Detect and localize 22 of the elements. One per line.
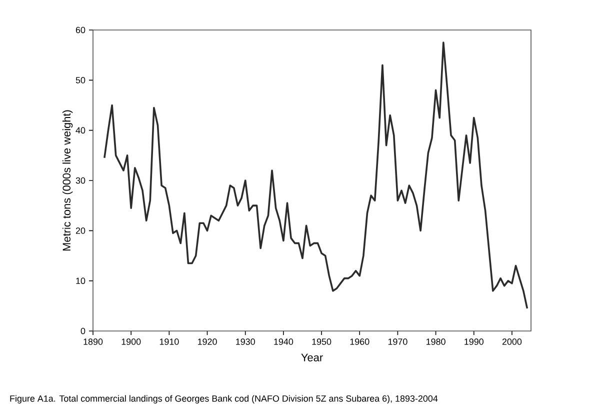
x-tick-label: 1900 bbox=[122, 338, 141, 345]
x-tick-label: 1890 bbox=[84, 338, 103, 345]
y-tick-label: 50 bbox=[76, 76, 86, 84]
caption: Figure A1a. Total commercial landings of Georges Bank cod (NAFO Division 5Z ans Subarea 6), 1893-2004 bbox=[10, 395, 438, 404]
x-tick-label: 1980 bbox=[426, 338, 446, 345]
x-tick-label: 1990 bbox=[464, 338, 484, 345]
x-tick-label: 1930 bbox=[236, 338, 255, 345]
y-tick-label: 20 bbox=[76, 227, 86, 234]
y-tick-label: 0 bbox=[80, 328, 86, 334]
y-axis-title: Metric tons (000s live weight) bbox=[62, 110, 73, 251]
x-tick-label: 1920 bbox=[198, 338, 217, 345]
x-tick-label: 1950 bbox=[312, 338, 332, 345]
x-tick-label: 1940 bbox=[274, 338, 294, 345]
x-axis-title: Year bbox=[301, 354, 323, 362]
x-tick-label: 1970 bbox=[388, 338, 408, 345]
x-tick-label: 1910 bbox=[160, 338, 179, 345]
x-tick-label: 2000 bbox=[502, 338, 522, 345]
y-tick-label: 40 bbox=[76, 127, 86, 134]
x-tick-label: 1960 bbox=[350, 338, 370, 345]
y-tick-label: 30 bbox=[76, 177, 86, 184]
y-tick-label: 60 bbox=[76, 26, 86, 34]
y-tick-label: 10 bbox=[76, 278, 86, 284]
